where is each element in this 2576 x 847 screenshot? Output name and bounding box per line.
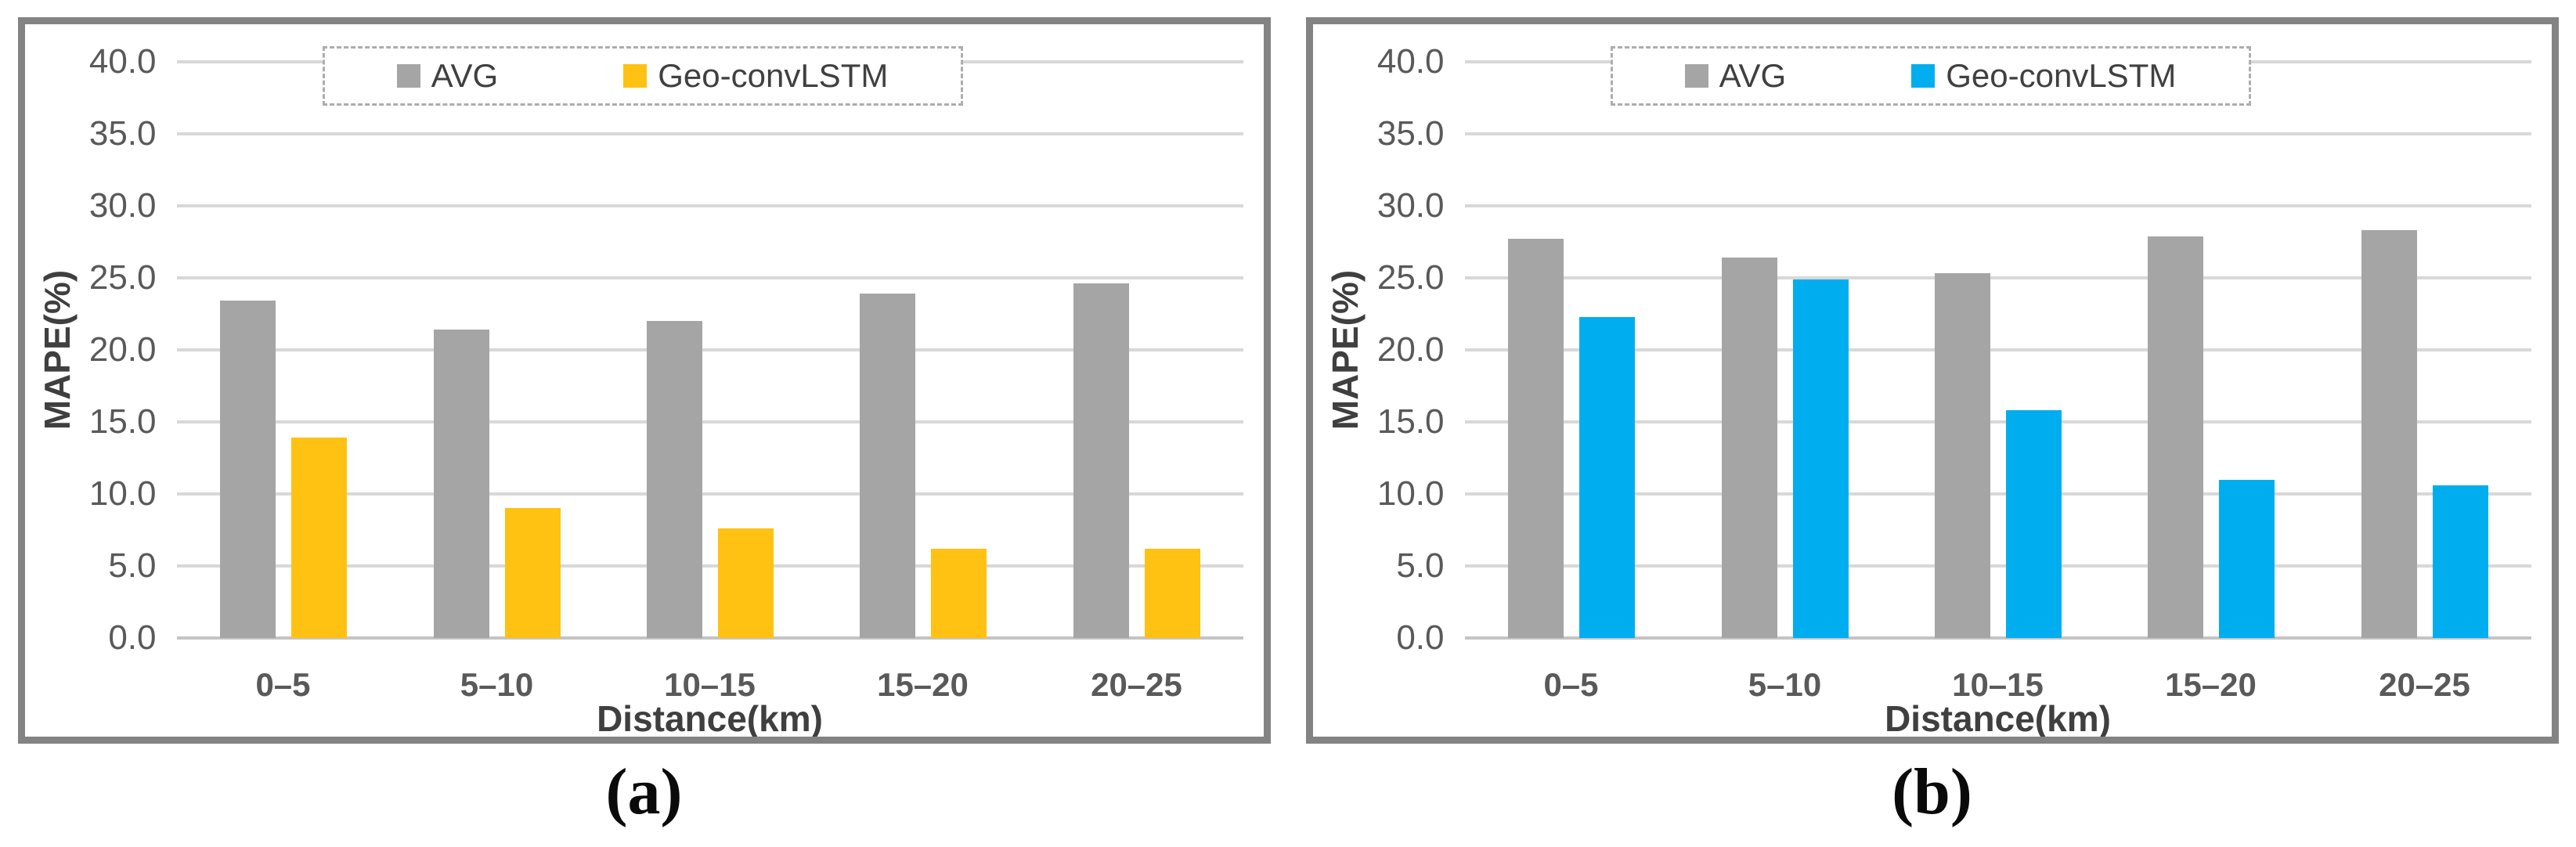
gridline xyxy=(1464,276,2531,279)
legend-swatch-avg xyxy=(396,64,420,88)
gridline xyxy=(176,276,1243,279)
gridline xyxy=(1464,420,2531,424)
x-axis-title: Distance(km) xyxy=(1885,698,2111,739)
bar-geo-convlstm-15-20 xyxy=(2218,480,2275,638)
bar-geo-convlstm-5-10 xyxy=(1792,279,1849,638)
chart-panel-a: 40.0 35.0 30.0 25.0 20.0 15.0 10.0 5.0 0.0 0–5 5–1… xyxy=(17,17,1271,744)
gridline xyxy=(176,564,1243,568)
gridline xyxy=(176,204,1243,207)
bar-geo-convlstm-0-5 xyxy=(1578,317,1635,638)
legend-item-geo-convlstm: Geo-convLSTM xyxy=(623,57,888,95)
x-tick-label: 15–20 xyxy=(877,666,969,703)
bar-avg-10-15 xyxy=(1934,273,1990,638)
x-tick-label: 5–10 xyxy=(1748,666,1822,703)
y-tick-label: 30.0 xyxy=(88,186,157,225)
gridline xyxy=(1464,348,2531,351)
x-tick-label: 20–25 xyxy=(2379,666,2470,703)
y-tick-label: 25.0 xyxy=(88,258,157,297)
legend-item-avg: AVG xyxy=(1684,57,1787,95)
caption-b: (b) xyxy=(1892,755,1972,828)
gridline xyxy=(176,492,1243,496)
gridline xyxy=(1464,564,2531,568)
x-axis-title: Distance(km) xyxy=(597,698,823,739)
gridline xyxy=(176,348,1243,351)
caption-a: (a) xyxy=(605,755,683,828)
x-tick-label: 0–5 xyxy=(1543,666,1599,703)
figure-b: 40.0 35.0 30.0 25.0 20.0 15.0 10.0 5.0 0.0 0–5 5–1… xyxy=(1288,0,2576,847)
bar-avg-15-20 xyxy=(2147,236,2203,638)
y-tick-label: 15.0 xyxy=(1376,402,1445,441)
gridline xyxy=(176,420,1243,424)
bar-geo-convlstm-5-10 xyxy=(504,508,561,638)
y-tick-label: 25.0 xyxy=(1376,258,1445,297)
y-tick-label: 5.0 xyxy=(108,546,157,585)
x-axis-baseline xyxy=(176,636,1243,640)
y-tick-label: 35.0 xyxy=(1376,114,1445,153)
x-tick-label: 5–10 xyxy=(460,666,534,703)
chart-panel-b: 40.0 35.0 30.0 25.0 20.0 15.0 10.0 5.0 0.0 0–5 5–1… xyxy=(1305,17,2559,744)
y-tick-label: 30.0 xyxy=(1376,186,1445,225)
bar-avg-5-10 xyxy=(1721,258,1777,638)
bar-geo-convlstm-20-25 xyxy=(1144,549,1200,638)
legend-label-geo-convlstm: Geo-convLSTM xyxy=(1946,57,2177,94)
gridline xyxy=(1464,492,2531,496)
y-tick-label: 10.0 xyxy=(88,474,157,513)
x-tick-label: 10–15 xyxy=(664,666,756,703)
bar-geo-convlstm-20-25 xyxy=(2432,485,2488,638)
x-tick-label: 15–20 xyxy=(2165,666,2257,703)
y-tick-label: 35.0 xyxy=(88,114,157,153)
y-axis-title: MAPE(%) xyxy=(1324,269,1366,431)
y-tick-label: 40.0 xyxy=(88,42,157,81)
legend: AVG Geo-convLSTM xyxy=(322,46,963,106)
x-tick-label: 10–15 xyxy=(1952,666,2044,703)
bar-avg-20-25 xyxy=(2361,230,2417,638)
y-axis-title: MAPE(%) xyxy=(36,269,78,431)
legend-item-geo-convlstm: Geo-convLSTM xyxy=(1911,57,2176,95)
legend-label-geo-convlstm: Geo-convLSTM xyxy=(658,57,889,94)
bar-avg-0-5 xyxy=(1507,239,1564,638)
y-tick-label: 0.0 xyxy=(108,618,157,657)
gridline xyxy=(1464,132,2531,135)
bar-geo-convlstm-10-15 xyxy=(717,528,774,638)
legend-swatch-geo-convlstm xyxy=(1911,64,1936,88)
y-tick-label: 15.0 xyxy=(88,402,157,441)
x-axis-baseline xyxy=(1464,636,2531,640)
bar-geo-convlstm-0-5 xyxy=(290,438,347,638)
legend-label-avg: AVG xyxy=(1719,57,1787,94)
y-tick-label: 40.0 xyxy=(1376,42,1445,81)
legend: AVG Geo-convLSTM xyxy=(1610,46,2251,106)
gridline xyxy=(176,132,1243,135)
bar-avg-15-20 xyxy=(859,294,915,638)
bar-geo-convlstm-15-20 xyxy=(930,549,987,638)
y-tick-label: 0.0 xyxy=(1396,618,1445,657)
legend-label-avg: AVG xyxy=(431,57,499,94)
bar-avg-0-5 xyxy=(219,301,276,638)
gridline xyxy=(1464,204,2531,207)
y-tick-label: 10.0 xyxy=(1376,474,1445,513)
x-tick-label: 0–5 xyxy=(255,666,311,703)
x-tick-label: 20–25 xyxy=(1091,666,1182,703)
y-tick-label: 5.0 xyxy=(1396,546,1445,585)
bar-geo-convlstm-10-15 xyxy=(2005,410,2062,638)
legend-swatch-geo-convlstm xyxy=(623,64,648,88)
bar-avg-5-10 xyxy=(433,330,489,638)
y-tick-label: 20.0 xyxy=(1376,330,1445,369)
legend-item-avg: AVG xyxy=(396,57,499,95)
bar-avg-20-25 xyxy=(1073,283,1129,638)
bar-avg-10-15 xyxy=(646,321,702,638)
legend-swatch-avg xyxy=(1684,64,1708,88)
y-tick-label: 20.0 xyxy=(88,330,157,369)
figure-a: 40.0 35.0 30.0 25.0 20.0 15.0 10.0 5.0 0.0 0–5 5–1… xyxy=(17,17,1271,828)
